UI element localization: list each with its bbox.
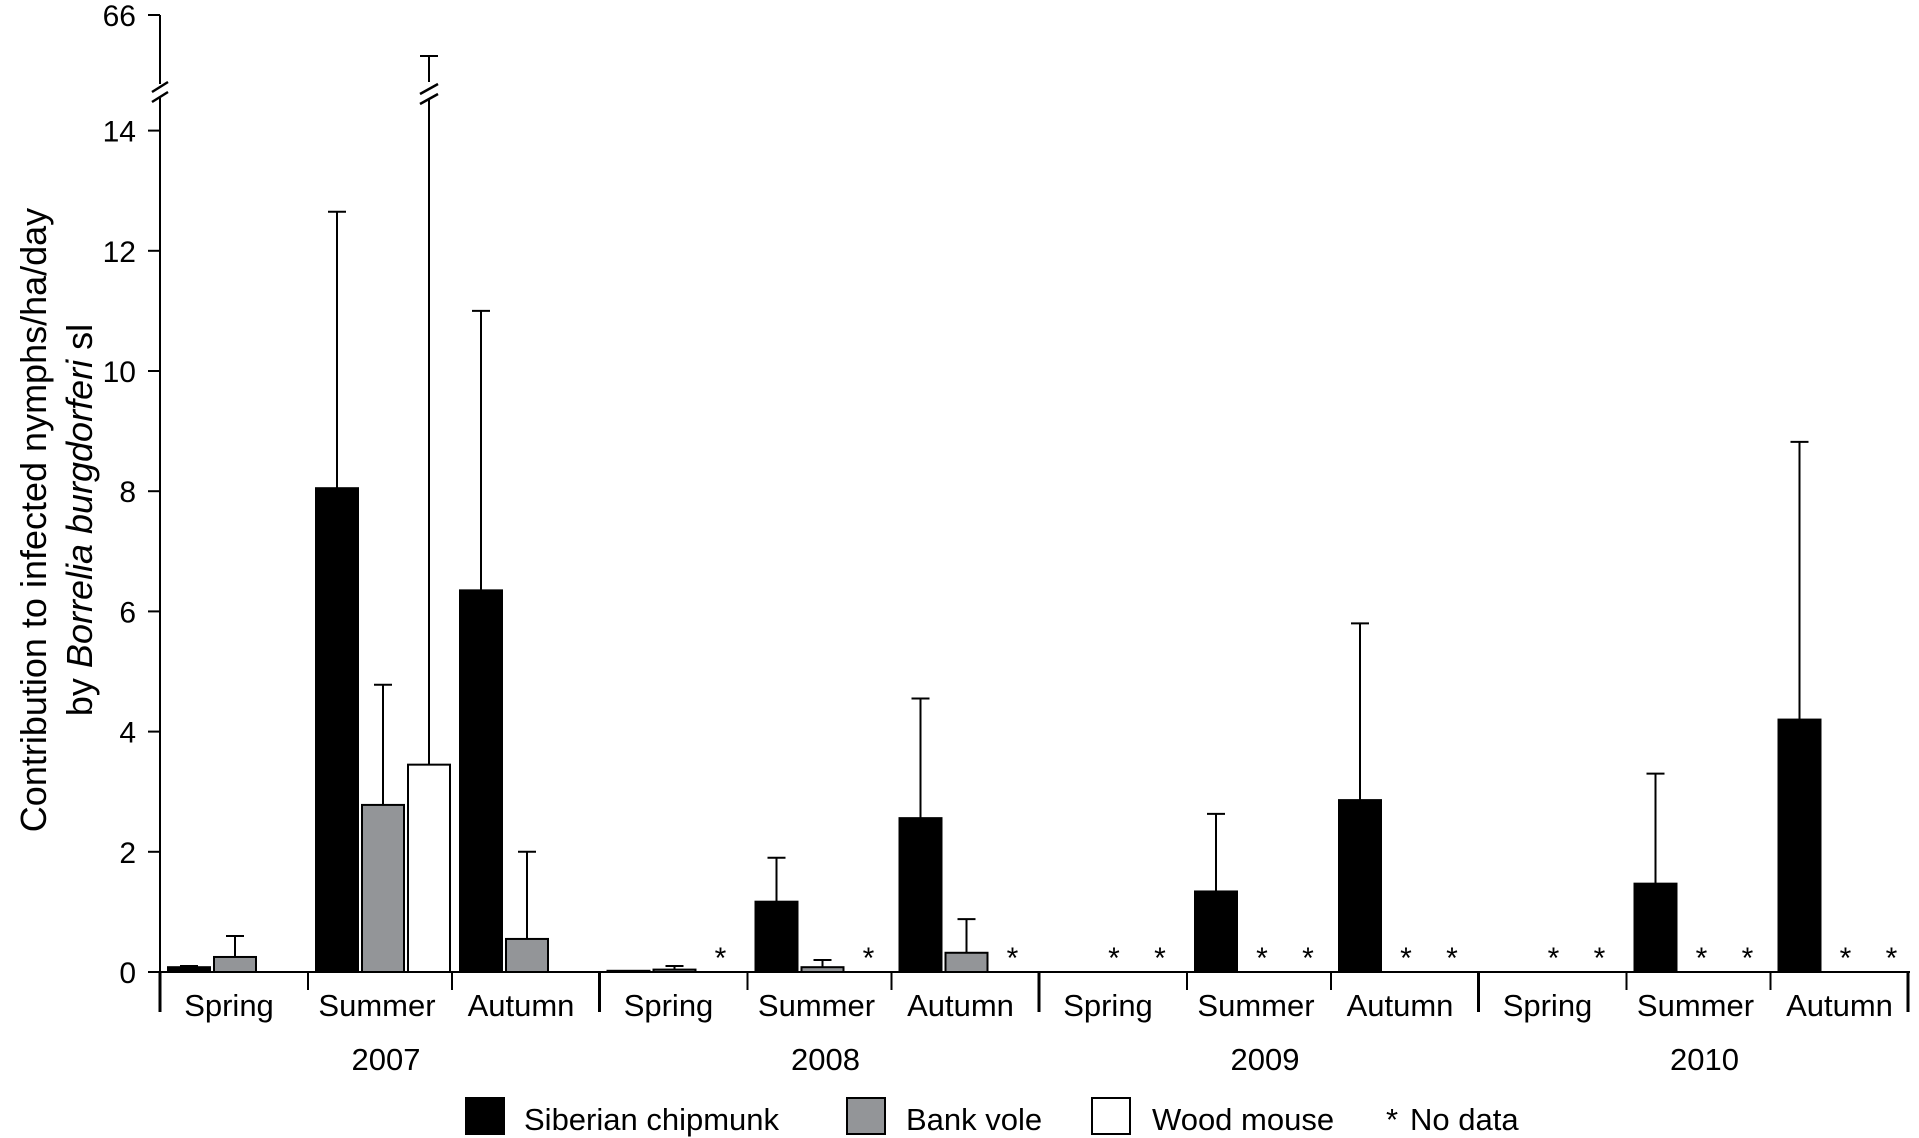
no-data-marker: * (715, 942, 727, 975)
y-axis-break-mark (151, 80, 169, 104)
season-label: Summer (318, 988, 435, 1023)
error-bar-break-mark (419, 82, 439, 106)
bar (606, 969, 651, 973)
legend-label-wood-mouse: Wood mouse (1152, 1102, 1334, 1137)
legend-swatch-bank-vole (846, 1097, 886, 1135)
no-data-marker: * (1108, 942, 1120, 975)
y-tick-label: 12 (103, 236, 136, 269)
season-label: Summer (1197, 988, 1314, 1023)
season-label: Summer (758, 988, 875, 1023)
no-data-marker: * (1886, 942, 1898, 975)
bars: * * * * * * * * * * * * * * * (167, 487, 1898, 975)
y-tick-label: 8 (119, 476, 136, 509)
year-label: 2010 (1670, 1042, 1739, 1077)
error-bars (180, 55, 1809, 970)
no-data-marker: * (1400, 942, 1412, 975)
y-axis-label-line1: Contribution to infected nymphs/ha/day (13, 208, 54, 832)
bar (754, 900, 799, 973)
bar (944, 951, 989, 974)
axes: 66 0 2 4 6 8 10 12 14 (103, 0, 1910, 1012)
season-label: Summer (1637, 988, 1754, 1023)
y-axis-label-line2: by Borrelia burgdorferi sl (59, 324, 100, 716)
no-data-marker: * (1840, 942, 1852, 975)
year-label: 2009 (1231, 1042, 1300, 1077)
no-data-marker: * (1007, 942, 1019, 975)
y-tick-label: 6 (119, 596, 136, 629)
season-label: Spring (1503, 988, 1593, 1023)
bar (1338, 799, 1382, 974)
legend-swatch-wood-mouse (1091, 1097, 1131, 1135)
no-data-marker: * (1302, 942, 1314, 975)
bar (315, 487, 359, 973)
x-axis-labels: Spring Summer Autumn 2007 Spring Summer Autumn… (184, 988, 1893, 1077)
season-label: Spring (624, 988, 714, 1023)
no-data-marker: * (1696, 942, 1708, 975)
season-label: Autumn (468, 988, 575, 1023)
y-tick-label: 0 (119, 957, 136, 990)
legend-swatch-chipmunk (465, 1097, 505, 1135)
year-label: 2008 (791, 1042, 860, 1077)
y-tick-label: 10 (103, 356, 136, 389)
no-data-marker: * (1446, 942, 1458, 975)
year-label: 2007 (352, 1042, 421, 1077)
bar (800, 966, 845, 974)
season-label: Autumn (1786, 988, 1893, 1023)
bar (213, 955, 257, 973)
y-tick-label: 14 (103, 116, 136, 149)
no-data-marker: * (1594, 942, 1606, 975)
legend-label-chipmunk: Siberian chipmunk (524, 1102, 780, 1137)
season-label: Autumn (1347, 988, 1454, 1023)
legend-no-data-marker: * (1386, 1102, 1398, 1137)
season-label: Spring (184, 988, 274, 1023)
bar (361, 803, 405, 973)
y-tick-label-top: 66 (103, 0, 136, 33)
bar (652, 968, 697, 974)
bar (898, 817, 943, 973)
no-data-marker: * (1256, 942, 1268, 975)
y-tick-label: 4 (119, 717, 136, 750)
no-data-marker: * (1154, 942, 1166, 975)
y-axis-label: Contribution to infected nymphs/ha/day (13, 208, 54, 832)
bar (167, 966, 211, 974)
bar (1194, 890, 1238, 973)
bar (1633, 882, 1678, 974)
bar (459, 589, 503, 973)
legend-label-no-data: No data (1410, 1102, 1519, 1137)
no-data-marker: * (863, 942, 875, 975)
y-tick-label: 2 (119, 837, 136, 870)
bar (505, 937, 549, 974)
bar (407, 763, 451, 974)
bar (1777, 718, 1822, 974)
season-label: Autumn (907, 988, 1014, 1023)
no-data-marker: * (1742, 942, 1754, 975)
season-label: Spring (1063, 988, 1153, 1023)
legend-label-bank-vole: Bank vole (906, 1102, 1042, 1137)
no-data-marker: * (1548, 942, 1560, 975)
legend: Siberian chipmunk Bank vole Wood mouse *… (465, 1097, 1519, 1137)
